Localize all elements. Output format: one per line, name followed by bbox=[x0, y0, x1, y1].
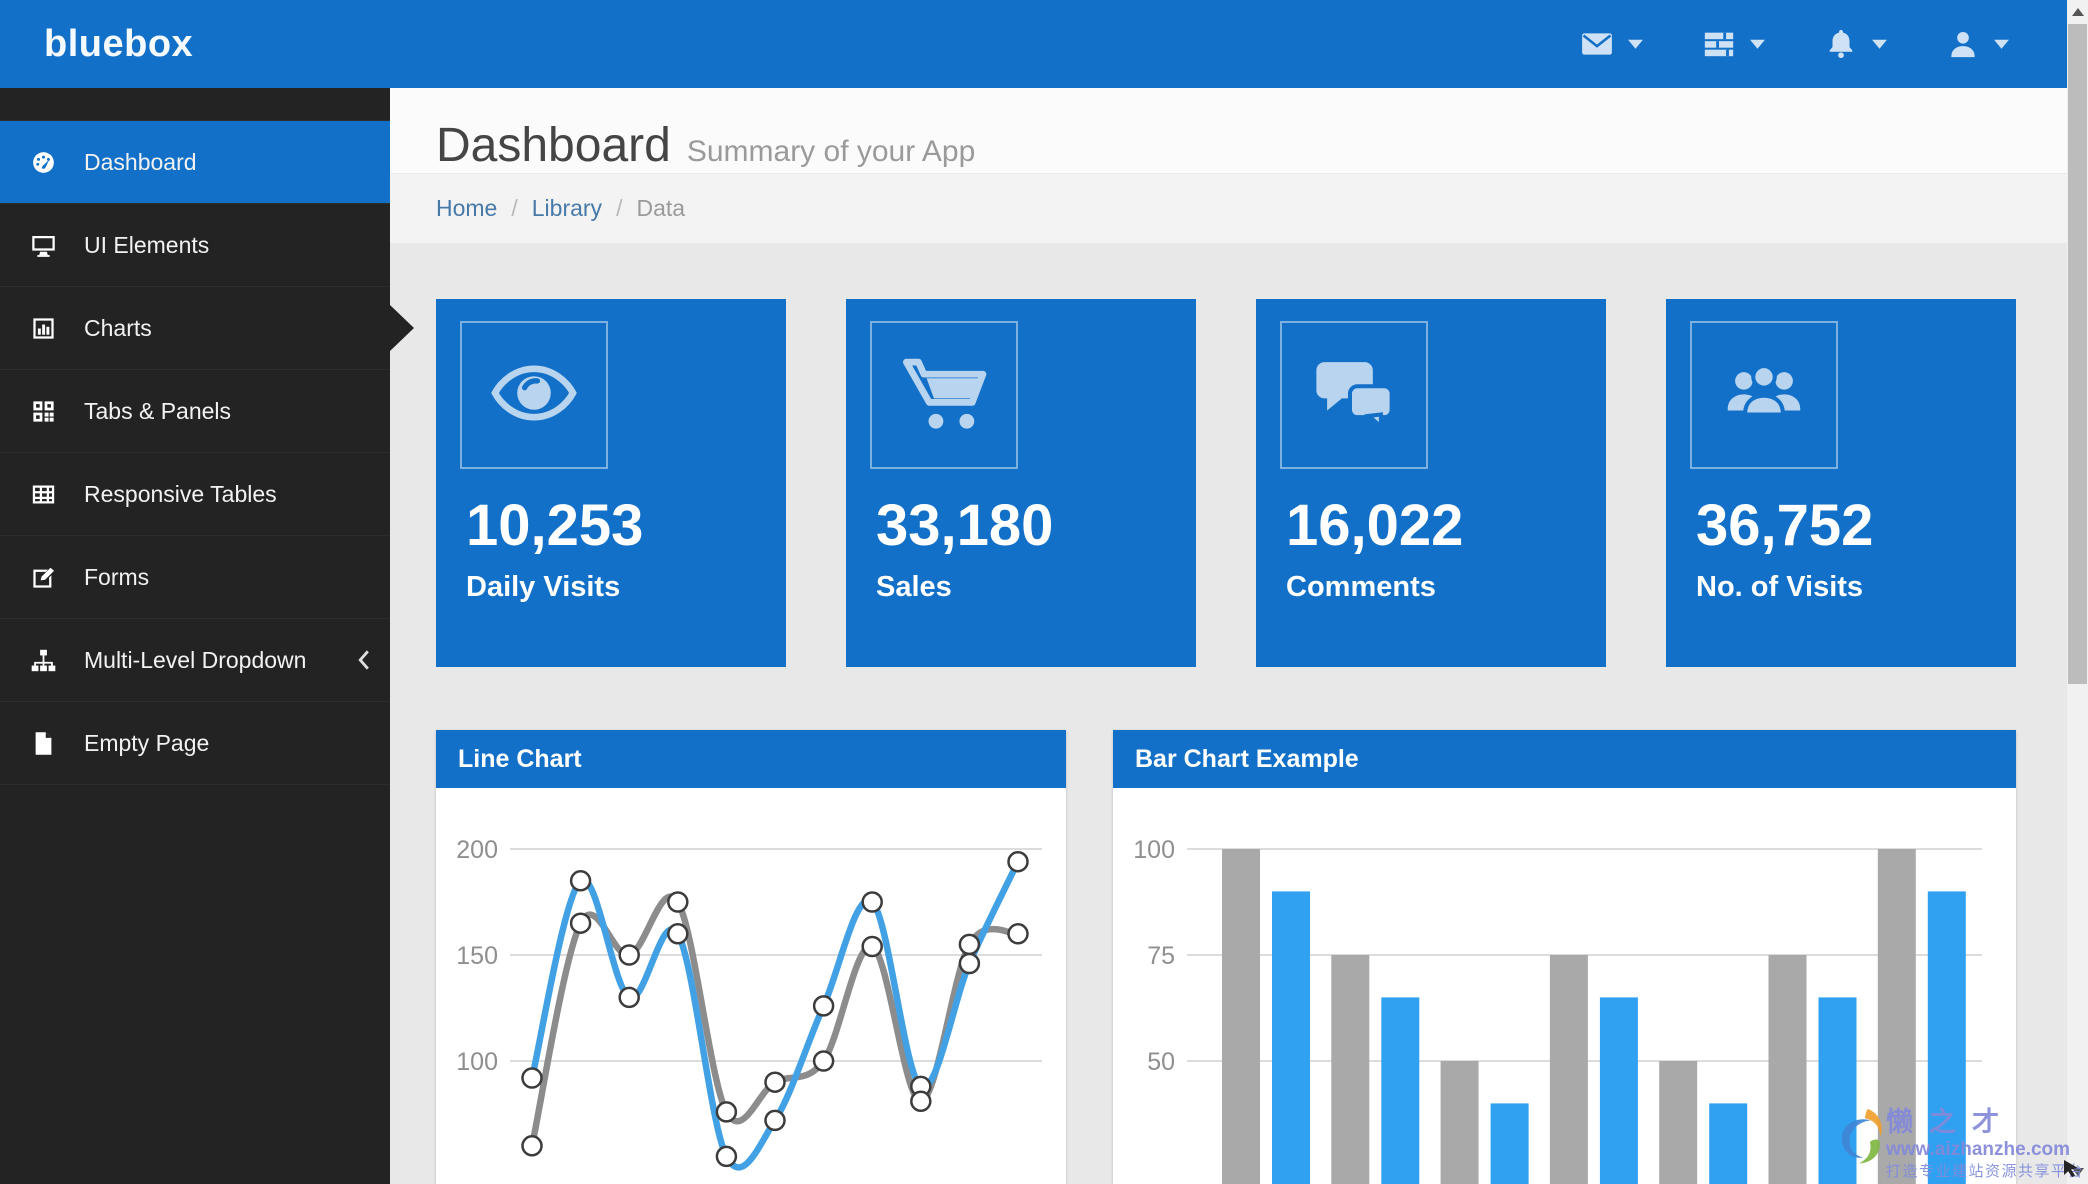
stat-card-comments: 16,022 Comments bbox=[1256, 299, 1606, 667]
stat-card-no-of-visits: 36,752 No. of Visits bbox=[1666, 299, 2016, 667]
breadcrumb-data: Data bbox=[636, 195, 686, 221]
bar-chart-icon bbox=[30, 315, 60, 342]
stat-label: Comments bbox=[1286, 571, 1436, 603]
top-navbar: bluebox bbox=[0, 0, 2088, 88]
file-icon bbox=[30, 730, 60, 757]
caret-down-icon bbox=[1627, 38, 1644, 50]
tasks-menu[interactable] bbox=[1702, 27, 1766, 61]
stat-card-sales: 33,180 Sales bbox=[846, 299, 1196, 667]
bell-icon bbox=[1824, 27, 1858, 61]
breadcrumb-home[interactable]: Home bbox=[436, 195, 498, 221]
sidebar-list: Dashboard UI Elements Charts Tabs & Panels R… bbox=[0, 120, 390, 785]
sidebar-item-label: UI Elements bbox=[84, 231, 210, 258]
scrollbar-thumb[interactable] bbox=[2068, 24, 2087, 684]
line-chart: 200 150 100 bbox=[456, 836, 1042, 1171]
stat-icon-box bbox=[1690, 321, 1838, 469]
stat-cards: 10,253 Daily Visits 33,180 Sales 16,022 Comme… bbox=[436, 299, 2016, 667]
bar-chart-body: 100 75 50 bbox=[1113, 788, 2016, 1184]
vertical-scrollbar[interactable] bbox=[2067, 0, 2088, 1184]
content-area: 10,253 Daily Visits 33,180 Sales 16,022 Comme… bbox=[390, 243, 2067, 1184]
stat-value: 16,022 bbox=[1286, 493, 1464, 558]
sidebar-item-label: Charts bbox=[84, 314, 152, 341]
bar-chart: 100 75 50 bbox=[1133, 836, 1982, 1184]
svg-text:100: 100 bbox=[1133, 836, 1175, 864]
sidebar-item-label: Forms bbox=[84, 563, 150, 590]
sidebar-item-ui-elements[interactable]: UI Elements bbox=[0, 203, 390, 286]
breadcrumb-separator: / bbox=[511, 195, 518, 221]
bar-chart-panel: Bar Chart Example 100 75 50 bbox=[1113, 730, 2016, 1184]
scrollbar-up-arrow-icon[interactable] bbox=[2067, 0, 2088, 24]
svg-text:150: 150 bbox=[456, 942, 498, 970]
svg-text:200: 200 bbox=[456, 836, 498, 864]
chart-row: Line Chart 200 150 100 Bar Chart Example 1… bbox=[436, 730, 2016, 1184]
stat-value: 36,752 bbox=[1696, 493, 1874, 558]
brand-logo[interactable]: bluebox bbox=[44, 22, 194, 65]
sidebar-item-dashboard[interactable]: Dashboard bbox=[0, 120, 390, 203]
svg-text:100: 100 bbox=[456, 1048, 498, 1076]
stat-label: Sales bbox=[876, 571, 952, 603]
envelope-icon bbox=[1580, 27, 1614, 61]
line-chart-panel-title: Line Chart bbox=[436, 730, 1066, 788]
dashboard-icon bbox=[30, 149, 60, 176]
navbar-menus bbox=[1580, 27, 2010, 61]
user-icon bbox=[1946, 27, 1980, 61]
sitemap-icon bbox=[30, 647, 60, 674]
sidebar: Dashboard UI Elements Charts Tabs & Panels R… bbox=[0, 88, 390, 1184]
scrollbar-down-arrow-icon[interactable] bbox=[2067, 1160, 2088, 1184]
sidebar-item-label: Responsive Tables bbox=[84, 480, 277, 507]
stat-label: No. of Visits bbox=[1696, 571, 1864, 603]
caret-down-icon bbox=[1871, 38, 1888, 50]
svg-text:75: 75 bbox=[1147, 942, 1175, 970]
page-header: Dashboard Summary of your App bbox=[390, 88, 2067, 173]
sidebar-item-label: Tabs & Panels bbox=[84, 397, 232, 424]
sidebar-item-label: Dashboard bbox=[84, 148, 197, 175]
desktop-icon bbox=[30, 232, 60, 259]
caret-down-icon bbox=[1993, 38, 2010, 50]
page-subtitle: Summary of your App bbox=[686, 135, 976, 168]
breadcrumb: Home / Library / Data bbox=[390, 173, 2067, 243]
sidebar-item-multi-level-dropdown[interactable]: Multi-Level Dropdown bbox=[0, 618, 390, 701]
qrcode-icon bbox=[30, 398, 60, 425]
sidebar-item-empty-page[interactable]: Empty Page bbox=[0, 701, 390, 785]
edit-icon bbox=[30, 564, 60, 591]
user-menu[interactable] bbox=[1946, 27, 2010, 61]
chevron-left-icon bbox=[357, 649, 370, 671]
svg-text:50: 50 bbox=[1147, 1048, 1175, 1076]
main-area: Dashboard Summary of your App Home / Librar… bbox=[390, 88, 2067, 1184]
table-icon bbox=[30, 481, 60, 508]
sidebar-item-forms[interactable]: Forms bbox=[0, 535, 390, 618]
line-chart-body: 200 150 100 bbox=[436, 788, 1066, 1184]
bar-chart-panel-title: Bar Chart Example bbox=[1113, 730, 2016, 788]
sidebar-pointer-arrow bbox=[390, 305, 414, 351]
stat-value: 10,253 bbox=[466, 493, 644, 558]
tasks-icon bbox=[1702, 27, 1736, 61]
stat-icon-box bbox=[1280, 321, 1428, 469]
sidebar-item-charts[interactable]: Charts bbox=[0, 286, 390, 369]
stat-card-daily-visits: 10,253 Daily Visits bbox=[436, 299, 786, 667]
sidebar-item-label: Multi-Level Dropdown bbox=[84, 646, 307, 673]
bell-menu[interactable] bbox=[1824, 27, 1888, 61]
sidebar-item-label: Empty Page bbox=[84, 729, 210, 756]
page-title: Dashboard bbox=[436, 119, 671, 172]
stat-icon-box bbox=[870, 321, 1018, 469]
stat-label: Daily Visits bbox=[466, 571, 621, 603]
users-icon bbox=[1721, 350, 1807, 441]
breadcrumb-library[interactable]: Library bbox=[531, 195, 603, 221]
envelope-menu[interactable] bbox=[1580, 27, 1644, 61]
line-chart-panel: Line Chart 200 150 100 bbox=[436, 730, 1066, 1184]
comments-icon bbox=[1311, 350, 1397, 441]
stat-icon-box bbox=[460, 321, 608, 469]
eye-icon bbox=[491, 350, 577, 441]
breadcrumb-separator: / bbox=[616, 195, 623, 221]
caret-down-icon bbox=[1749, 38, 1766, 50]
sidebar-item-responsive-tables[interactable]: Responsive Tables bbox=[0, 452, 390, 535]
sidebar-item-tabs-panels[interactable]: Tabs & Panels bbox=[0, 369, 390, 452]
stat-value: 33,180 bbox=[876, 493, 1054, 558]
cart-icon bbox=[901, 350, 987, 441]
